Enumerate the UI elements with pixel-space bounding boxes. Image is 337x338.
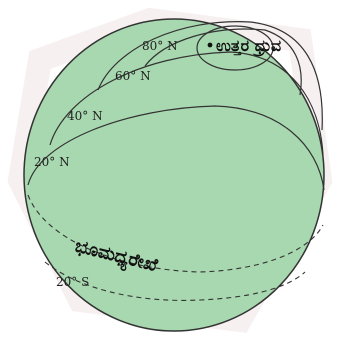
latitude-80n-line bbox=[196, 25, 274, 71]
label-20n: 20° N bbox=[34, 155, 70, 169]
label-40n: 40° N bbox=[67, 109, 103, 123]
latitude-20n-line bbox=[27, 105, 325, 191]
label-20s: 20° S bbox=[56, 275, 89, 289]
latitude-60n-line bbox=[144, 28, 302, 96]
equator-dashed-line bbox=[27, 194, 324, 273]
dot-icon bbox=[207, 42, 213, 48]
latitude-20s-dashed-line bbox=[44, 261, 306, 301]
latitude-40n-line bbox=[49, 51, 324, 156]
north-pole-label: ಉತ್ತರ ಧ್ರುವ bbox=[216, 36, 281, 58]
label-80n: 80° N bbox=[142, 39, 178, 53]
southern-lines bbox=[27, 194, 324, 301]
latitude-lines bbox=[27, 21, 325, 191]
label-60n: 60° N bbox=[115, 69, 151, 83]
latitude-60n-outer-line bbox=[97, 21, 323, 131]
